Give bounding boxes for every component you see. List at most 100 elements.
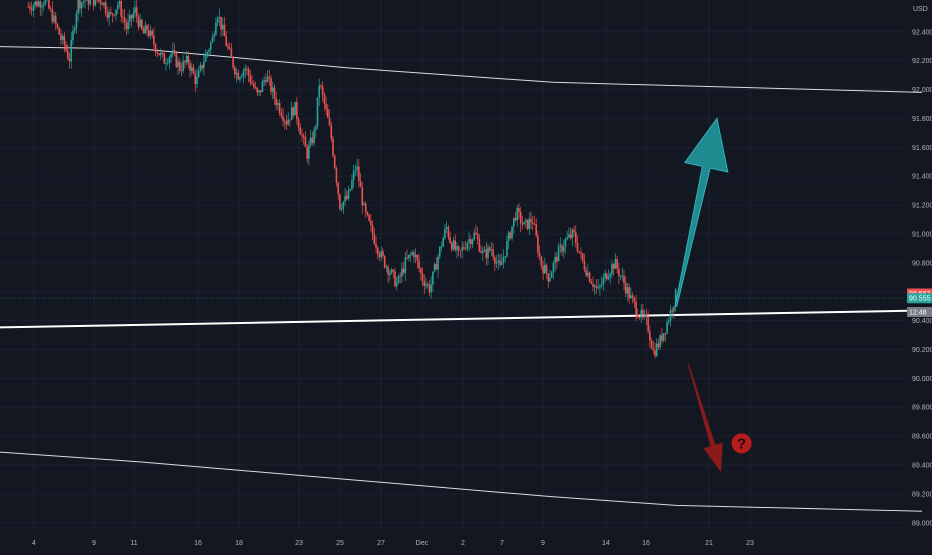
y-tick-label: 89.800 (912, 405, 932, 412)
x-tick-label: 7 (500, 540, 504, 547)
candle-body (606, 274, 608, 280)
candle-body (103, 3, 105, 6)
candle-body (332, 139, 334, 156)
candle-body (659, 335, 661, 347)
candle-body (220, 17, 222, 30)
candle-body (324, 94, 326, 103)
candle-body (572, 230, 574, 238)
candle-body (298, 119, 300, 127)
candle-body (609, 274, 611, 277)
candle-body (234, 67, 236, 74)
candle-body (129, 15, 131, 22)
candle-body (625, 283, 627, 293)
candle-body (370, 221, 372, 225)
x-tick-label: 9 (92, 540, 96, 547)
candle-body (86, 0, 88, 1)
price-tag-label: 90.555 (909, 296, 931, 303)
candle-body (637, 314, 639, 317)
candle-body (510, 233, 512, 239)
candle-body (472, 240, 474, 245)
candle-body (232, 57, 234, 67)
candle-body (398, 276, 400, 283)
candle-body (231, 49, 233, 57)
y-tick-label: 91.600 (912, 145, 932, 152)
candle-body (544, 265, 546, 274)
candle-body (193, 67, 195, 73)
candle-body (296, 102, 298, 119)
candle-body (456, 246, 458, 250)
candle-body (89, 0, 91, 4)
candle-body (454, 241, 456, 250)
candle-body (541, 257, 543, 266)
candle-body (77, 0, 79, 14)
candle-body (663, 333, 665, 341)
y-tick-label: 89.600 (912, 434, 932, 441)
candle-body (597, 287, 599, 288)
candle-body (611, 264, 613, 274)
candle-body (623, 276, 625, 284)
candle-body (418, 261, 420, 269)
y-tick-label: 89.000 (912, 520, 932, 527)
candle-body (406, 257, 408, 258)
candle-body (317, 97, 319, 126)
candle-body (189, 63, 191, 70)
candle-body (303, 136, 305, 138)
candle-body (434, 264, 436, 272)
candle-body (477, 234, 479, 239)
candle-body (84, 1, 86, 2)
candle-body (446, 227, 448, 228)
candle-body (120, 1, 122, 17)
candle-body (146, 25, 148, 30)
x-tick-label: 21 (705, 540, 713, 547)
candle-body (441, 247, 443, 248)
candle-body (76, 14, 78, 29)
candle-body (391, 270, 393, 274)
candle-body (246, 69, 248, 70)
candle-body (594, 286, 596, 287)
candle-body (179, 62, 181, 71)
candle-body (479, 239, 481, 251)
candle-body (174, 50, 176, 52)
candle-body (81, 2, 83, 8)
candle-body (222, 25, 224, 30)
candle-body (267, 77, 269, 82)
candle-body (349, 189, 351, 190)
candle-body (206, 52, 208, 54)
candle-body (575, 232, 577, 243)
candle-body (219, 17, 221, 19)
candle-body (265, 80, 267, 82)
candle-body (143, 29, 145, 34)
candle-body (270, 78, 272, 92)
candle-body (33, 5, 35, 10)
candle-body (473, 233, 475, 240)
candle-body (212, 37, 214, 42)
candle-body (322, 86, 324, 94)
candle-body (432, 272, 434, 285)
candle-body (563, 247, 565, 252)
candle-body (53, 16, 55, 22)
candle-body (632, 295, 634, 298)
candle-body (603, 278, 605, 285)
candle-body (484, 250, 486, 252)
candle-body (399, 276, 401, 277)
candle-body (592, 284, 594, 287)
candle-body (448, 227, 450, 237)
candle-body (188, 56, 190, 63)
candle-body (282, 116, 284, 121)
candle-body (170, 54, 172, 57)
candle-body (31, 9, 33, 10)
candle-body (124, 17, 126, 23)
candle-body (649, 331, 651, 340)
candle-body (480, 251, 482, 253)
candle-body (346, 196, 348, 199)
candle-body (463, 247, 465, 248)
y-tick-label: 89.200 (912, 491, 932, 498)
question-mark: ? (737, 435, 746, 452)
candle-body (415, 255, 417, 257)
candle-body (169, 57, 171, 63)
candle-body (127, 22, 129, 29)
candle-body (312, 138, 314, 143)
candle-body (38, 1, 40, 6)
